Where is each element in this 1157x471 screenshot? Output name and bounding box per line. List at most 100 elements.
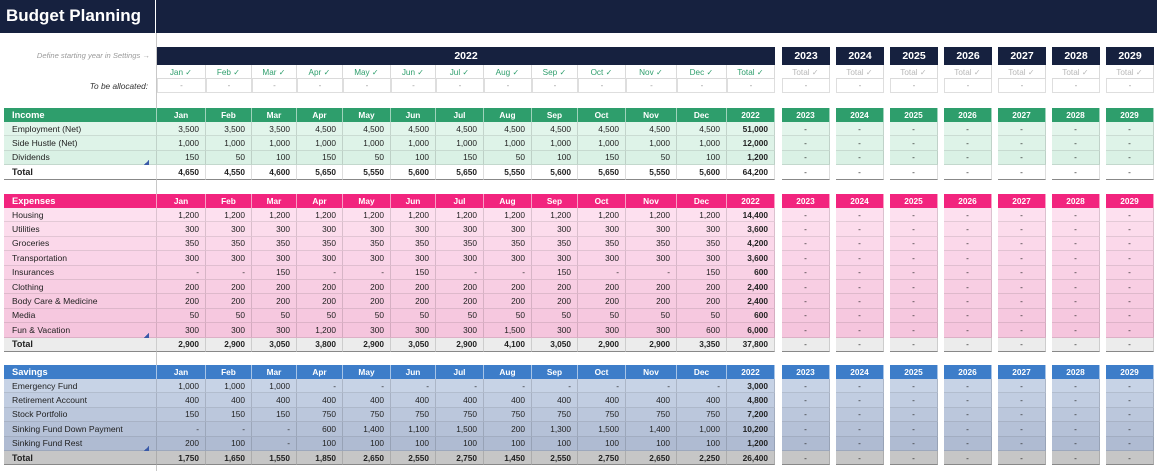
- expenses-future-cell[interactable]: -: [998, 280, 1046, 295]
- savings-cell[interactable]: 1,500: [578, 422, 626, 437]
- savings-future-cell[interactable]: -: [836, 436, 884, 451]
- income-cell[interactable]: 1,000: [626, 136, 677, 151]
- expenses-cell[interactable]: 300: [626, 222, 677, 237]
- future-total-check-3[interactable]: Total ✓: [944, 65, 992, 79]
- savings-cell[interactable]: 1,300: [532, 422, 578, 437]
- savings-future-cell[interactable]: -: [782, 436, 830, 451]
- expenses-row-label[interactable]: Media: [4, 308, 157, 324]
- expenses-cell[interactable]: 350: [391, 236, 436, 252]
- expenses-cell[interactable]: 150: [252, 265, 297, 280]
- future-total-check-6[interactable]: Total ✓: [1106, 65, 1154, 79]
- expenses-cell[interactable]: 50: [484, 308, 532, 324]
- expenses-future-cell[interactable]: -: [1106, 265, 1154, 280]
- month-check-3[interactable]: Apr ✓: [297, 65, 343, 79]
- expenses-cell[interactable]: 300: [343, 222, 391, 237]
- savings-future-cell[interactable]: -: [1106, 393, 1154, 408]
- savings-cell[interactable]: 1,000: [677, 422, 727, 437]
- savings-future-cell[interactable]: -: [944, 379, 992, 394]
- income-cell[interactable]: 4,500: [297, 122, 343, 137]
- expenses-future-cell[interactable]: -: [1052, 280, 1100, 295]
- expenses-cell[interactable]: 200: [436, 294, 484, 309]
- savings-cell[interactable]: -: [626, 379, 677, 394]
- expenses-future-cell[interactable]: -: [998, 265, 1046, 280]
- expenses-cell[interactable]: 200: [436, 280, 484, 295]
- expenses-future-cell[interactable]: -: [782, 265, 830, 280]
- savings-cell[interactable]: -: [532, 379, 578, 394]
- expenses-cell[interactable]: 1,200: [677, 208, 727, 223]
- expenses-future-cell[interactable]: -: [836, 222, 884, 237]
- expenses-future-cell[interactable]: -: [836, 280, 884, 295]
- income-cell[interactable]: 1,000: [436, 136, 484, 151]
- expenses-cell[interactable]: 200: [626, 294, 677, 309]
- future-total-check-0[interactable]: Total ✓: [782, 65, 830, 79]
- month-check-7[interactable]: Aug ✓: [484, 65, 532, 79]
- expenses-cell[interactable]: 350: [677, 236, 727, 252]
- expenses-cell[interactable]: 300: [391, 251, 436, 266]
- expenses-future-cell[interactable]: -: [890, 323, 938, 338]
- income-cell[interactable]: 50: [343, 150, 391, 166]
- savings-future-cell[interactable]: -: [890, 393, 938, 408]
- expenses-future-cell[interactable]: -: [782, 208, 830, 223]
- savings-cell[interactable]: 100: [391, 436, 436, 451]
- allocated-cell-10[interactable]: -: [626, 79, 677, 93]
- income-future-cell[interactable]: -: [1052, 122, 1100, 137]
- expenses-cell[interactable]: 200: [677, 280, 727, 295]
- savings-cell[interactable]: 150: [206, 407, 252, 423]
- expenses-future-cell[interactable]: -: [1106, 236, 1154, 252]
- expenses-row-label[interactable]: Insurances: [4, 265, 157, 280]
- expenses-cell[interactable]: -: [436, 265, 484, 280]
- savings-cell[interactable]: 750: [343, 407, 391, 423]
- month-check-4[interactable]: May ✓: [343, 65, 391, 79]
- expenses-cell[interactable]: 350: [252, 236, 297, 252]
- future-total-check-5[interactable]: Total ✓: [1052, 65, 1100, 79]
- income-future-cell[interactable]: -: [998, 150, 1046, 166]
- expenses-future-cell[interactable]: -: [890, 251, 938, 266]
- savings-cell[interactable]: 750: [391, 407, 436, 423]
- savings-future-cell[interactable]: -: [944, 422, 992, 437]
- expenses-future-cell[interactable]: -: [998, 294, 1046, 309]
- expenses-cell[interactable]: 300: [157, 251, 206, 266]
- income-cell[interactable]: 3,500: [157, 122, 206, 137]
- expenses-future-cell[interactable]: -: [782, 294, 830, 309]
- income-cell[interactable]: 50: [206, 150, 252, 166]
- expenses-cell[interactable]: -: [578, 265, 626, 280]
- savings-cell[interactable]: -: [343, 379, 391, 394]
- savings-cell[interactable]: 750: [436, 407, 484, 423]
- expenses-future-cell[interactable]: -: [782, 222, 830, 237]
- income-cell[interactable]: 150: [436, 150, 484, 166]
- expenses-future-cell[interactable]: -: [944, 265, 992, 280]
- expenses-cell[interactable]: 50: [677, 308, 727, 324]
- income-cell[interactable]: 1,000: [677, 136, 727, 151]
- expenses-cell[interactable]: 1,200: [626, 208, 677, 223]
- savings-cell[interactable]: 100: [578, 436, 626, 451]
- savings-future-cell[interactable]: -: [944, 393, 992, 408]
- savings-cell[interactable]: -: [252, 422, 297, 437]
- savings-cell[interactable]: 100: [436, 436, 484, 451]
- expenses-future-cell[interactable]: -: [944, 251, 992, 266]
- expenses-cell[interactable]: 350: [484, 236, 532, 252]
- month-check-0[interactable]: Jan ✓: [157, 65, 206, 79]
- income-future-cell[interactable]: -: [890, 122, 938, 137]
- expenses-cell[interactable]: 300: [343, 323, 391, 338]
- income-future-cell[interactable]: -: [1052, 136, 1100, 151]
- expenses-cell[interactable]: 50: [436, 308, 484, 324]
- expenses-cell[interactable]: 300: [532, 222, 578, 237]
- allocated-cell-1[interactable]: -: [206, 79, 252, 93]
- savings-future-cell[interactable]: -: [782, 379, 830, 394]
- savings-cell[interactable]: 150: [157, 407, 206, 423]
- expenses-cell[interactable]: 200: [626, 280, 677, 295]
- expenses-future-cell[interactable]: -: [1052, 251, 1100, 266]
- income-cell[interactable]: 50: [626, 150, 677, 166]
- expenses-cell[interactable]: 200: [157, 294, 206, 309]
- savings-cell[interactable]: 1,000: [157, 379, 206, 394]
- expenses-row-label[interactable]: Housing: [4, 208, 157, 223]
- expenses-cell[interactable]: 300: [578, 323, 626, 338]
- expenses-future-cell[interactable]: -: [890, 236, 938, 252]
- savings-cell[interactable]: -: [391, 379, 436, 394]
- expenses-cell[interactable]: 200: [297, 280, 343, 295]
- savings-row-label[interactable]: Retirement Account: [4, 393, 157, 408]
- expenses-cell[interactable]: 1,200: [484, 208, 532, 223]
- savings-cell[interactable]: -: [436, 379, 484, 394]
- savings-future-cell[interactable]: -: [890, 407, 938, 423]
- savings-future-cell[interactable]: -: [944, 436, 992, 451]
